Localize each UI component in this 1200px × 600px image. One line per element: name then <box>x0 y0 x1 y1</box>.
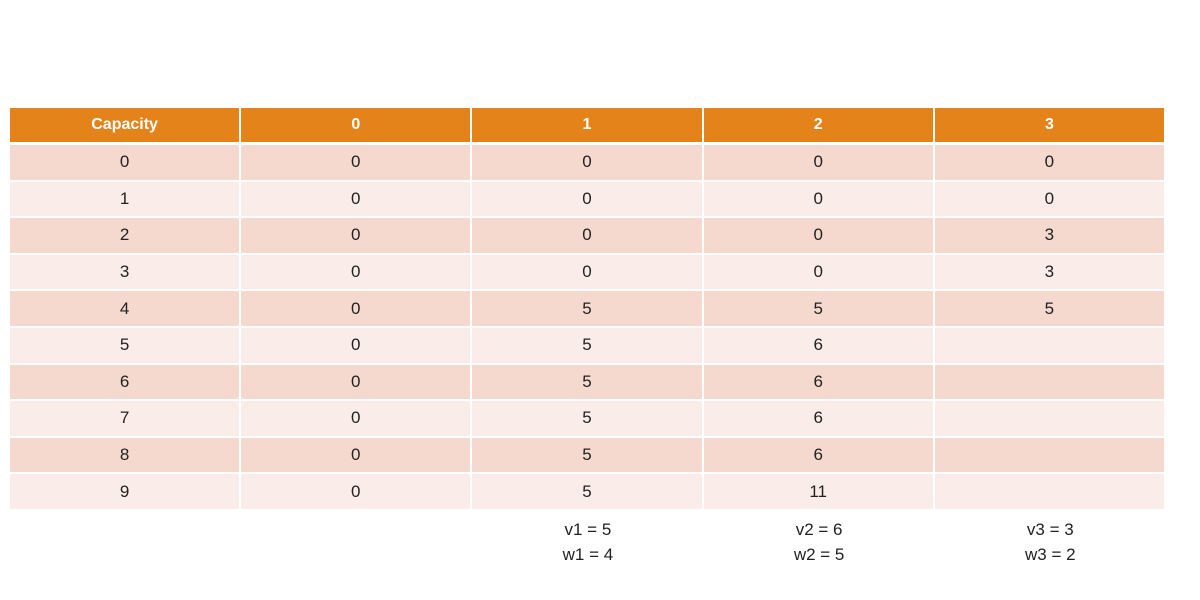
table-cell: 6 <box>703 401 935 438</box>
table-cell: 5 <box>703 291 935 328</box>
table-cell <box>934 328 1166 365</box>
table-cell: 3 <box>934 218 1166 255</box>
header-cell: Capacity <box>10 108 242 145</box>
note-weight: w3 = 2 <box>1025 545 1076 564</box>
note-value: v2 = 6 <box>795 520 843 539</box>
table-cell: 0 <box>703 218 935 255</box>
table-cell: 7 <box>10 401 242 438</box>
table-cell: 6 <box>703 364 935 402</box>
table-cell: 0 <box>241 181 473 219</box>
table-cell <box>934 437 1166 475</box>
table-cell: 0 <box>241 437 473 475</box>
header-cell: 1 <box>472 108 704 145</box>
note-weight: w1 = 4 <box>562 545 614 564</box>
header-cell: 3 <box>934 108 1166 145</box>
table-cell: 0 <box>241 328 473 365</box>
table-cell <box>934 474 1166 511</box>
table-cell: 6 <box>10 364 242 402</box>
table-cell: 0 <box>934 181 1166 219</box>
table-cell: 5 <box>472 474 704 511</box>
table-cell: 4 <box>10 291 242 328</box>
header-cell: 0 <box>241 108 473 145</box>
table-cell: 0 <box>472 218 704 255</box>
table-cell: 11 <box>703 474 935 511</box>
table-cell: 1 <box>10 181 242 219</box>
table-cell <box>934 401 1166 438</box>
table-cell: 0 <box>241 218 473 255</box>
table-cell: 0 <box>934 145 1166 182</box>
table-cell: 6 <box>703 328 935 365</box>
table-cell: 9 <box>10 474 242 511</box>
table-cell: 0 <box>703 145 935 182</box>
table-cell: 5 <box>472 291 704 328</box>
note-weight: w2 = 5 <box>793 545 845 564</box>
table-cell: 0 <box>472 254 704 292</box>
header-cell: 2 <box>703 108 935 145</box>
table-cell: 5 <box>472 364 704 402</box>
table-cell: 0 <box>241 474 473 511</box>
table-cell: 5 <box>472 328 704 365</box>
table-cell: 0 <box>241 291 473 328</box>
table-cell: 5 <box>10 328 242 365</box>
table-cell: 5 <box>472 437 704 475</box>
table-cell: 0 <box>472 145 704 182</box>
table-cell: 0 <box>703 254 935 292</box>
table-cell: 0 <box>703 181 935 219</box>
table-cell: 3 <box>10 254 242 292</box>
table-cell: 3 <box>934 254 1166 292</box>
table-cell: 8 <box>10 437 242 475</box>
table-cell: 0 <box>241 145 473 182</box>
table-cell: 0 <box>241 254 473 292</box>
table-cell: 6 <box>703 437 935 475</box>
table-cell <box>934 364 1166 402</box>
table-cell: 0 <box>241 364 473 402</box>
note-value: v3 = 3 <box>1026 520 1074 539</box>
table-cell: 5 <box>472 401 704 438</box>
table-cell: 0 <box>10 145 242 182</box>
table-cell: 2 <box>10 218 242 255</box>
note-value: v1 = 5 <box>564 520 612 539</box>
table-cell: 0 <box>472 181 704 219</box>
table-cell: 5 <box>934 291 1166 328</box>
table-cell: 0 <box>241 401 473 438</box>
